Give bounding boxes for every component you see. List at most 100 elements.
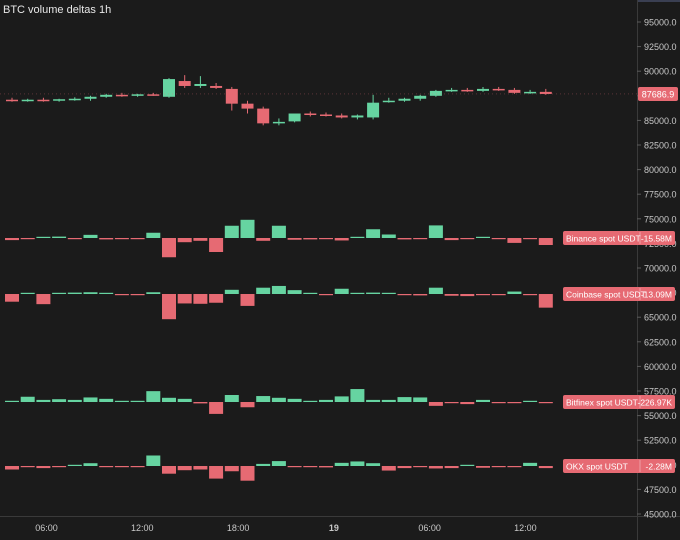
delta-bar bbox=[193, 466, 208, 470]
delta-bar bbox=[334, 288, 349, 294]
delta-bar bbox=[240, 294, 255, 306]
price-candle bbox=[320, 114, 332, 116]
delta-bar bbox=[224, 289, 239, 294]
delta-bar bbox=[350, 389, 365, 402]
delta-bar bbox=[523, 400, 538, 402]
delta-bar bbox=[287, 290, 302, 294]
delta-bar bbox=[319, 294, 333, 296]
delta-bar bbox=[271, 285, 286, 294]
delta-bar bbox=[319, 399, 333, 402]
delta-bar bbox=[491, 402, 506, 404]
price-candle bbox=[351, 115, 364, 118]
delta-bar bbox=[381, 466, 396, 471]
y-tick-label: 60000.0 bbox=[644, 362, 677, 372]
delta-bar bbox=[240, 219, 255, 238]
delta-bar bbox=[99, 466, 114, 468]
y-tick-label: 92500.0 bbox=[644, 42, 677, 52]
delta-bar bbox=[350, 236, 365, 238]
y-tick-label: 77500.0 bbox=[644, 190, 677, 200]
price-candle bbox=[210, 85, 223, 88]
x-tick-label: 18:00 bbox=[227, 523, 250, 533]
delta-bar bbox=[350, 461, 365, 466]
delta-bar bbox=[523, 294, 538, 296]
price-candle bbox=[100, 94, 113, 97]
delta-bar bbox=[36, 236, 51, 238]
delta-bar bbox=[146, 292, 161, 294]
y-tick-label: 55000.0 bbox=[644, 411, 677, 421]
series-value-label: -226.97K bbox=[638, 398, 673, 408]
price-candle bbox=[131, 94, 144, 96]
delta-bar bbox=[460, 402, 475, 405]
delta-bar bbox=[5, 238, 19, 241]
delta-bar bbox=[240, 466, 255, 481]
delta-bar bbox=[381, 399, 396, 402]
delta-bar bbox=[256, 396, 271, 402]
y-tick-label: 57500.0 bbox=[644, 387, 677, 397]
delta-bar bbox=[538, 238, 553, 245]
price-candle bbox=[367, 102, 380, 118]
delta-bar bbox=[523, 462, 538, 466]
delta-bar bbox=[193, 402, 208, 404]
series-tag bbox=[563, 459, 675, 473]
price-candle bbox=[492, 88, 505, 91]
delta-bar bbox=[162, 238, 176, 258]
price-candle bbox=[53, 99, 66, 101]
delta-bar bbox=[303, 466, 318, 468]
y-tick-label: 47500.0 bbox=[644, 485, 677, 495]
delta-bar bbox=[428, 466, 443, 469]
price-candle bbox=[414, 95, 427, 99]
delta-bar bbox=[397, 397, 412, 402]
series-value-label: -2.28M bbox=[646, 462, 672, 472]
price-candle bbox=[6, 99, 18, 102]
delta-bar bbox=[303, 400, 318, 402]
delta-bar bbox=[99, 292, 114, 294]
delta-bar bbox=[523, 238, 538, 240]
last-price-label: 87686.9 bbox=[642, 89, 675, 99]
series-name-label: Coinbase spot USDT bbox=[566, 290, 646, 300]
price-candle bbox=[147, 94, 160, 96]
delta-bar bbox=[162, 466, 176, 474]
delta-bar bbox=[209, 402, 224, 414]
delta-bar bbox=[271, 225, 286, 238]
price-candle bbox=[68, 98, 81, 101]
delta-bar bbox=[193, 294, 208, 304]
delta-bar bbox=[444, 466, 459, 469]
delta-bar bbox=[334, 462, 349, 466]
last-price-tag bbox=[638, 86, 678, 101]
delta-bar bbox=[114, 400, 129, 402]
delta-bar bbox=[83, 234, 98, 238]
delta-bar bbox=[114, 238, 129, 240]
delta-bar bbox=[476, 236, 490, 238]
price-candle bbox=[225, 88, 238, 104]
delta-bar bbox=[287, 398, 302, 402]
delta-bar bbox=[303, 238, 318, 240]
delta-bar bbox=[413, 238, 428, 240]
price-candle bbox=[508, 89, 521, 93]
price-candle bbox=[445, 89, 458, 92]
series-value-label: -15.58M bbox=[641, 234, 672, 244]
delta-bar bbox=[209, 294, 224, 303]
x-tick-label: 12:00 bbox=[514, 523, 537, 533]
delta-bar bbox=[381, 292, 396, 294]
delta-bar bbox=[350, 292, 365, 294]
delta-bar bbox=[83, 292, 98, 294]
delta-bar bbox=[36, 294, 51, 305]
delta-bar bbox=[36, 399, 51, 402]
delta-bar bbox=[67, 464, 82, 466]
price-candle bbox=[382, 100, 395, 103]
delta-bar bbox=[130, 400, 145, 402]
delta-bar bbox=[366, 292, 381, 294]
delta-bar bbox=[177, 398, 192, 402]
delta-bar bbox=[334, 396, 349, 402]
delta-bar bbox=[162, 294, 176, 320]
delta-bar bbox=[36, 466, 51, 469]
delta-bar bbox=[538, 294, 553, 308]
price-candle bbox=[84, 96, 97, 99]
delta-bar bbox=[444, 402, 459, 404]
delta-bar bbox=[334, 238, 349, 241]
delta-bar bbox=[130, 294, 145, 296]
y-tick-label: 85000.0 bbox=[644, 116, 677, 126]
price-candle bbox=[461, 89, 474, 92]
